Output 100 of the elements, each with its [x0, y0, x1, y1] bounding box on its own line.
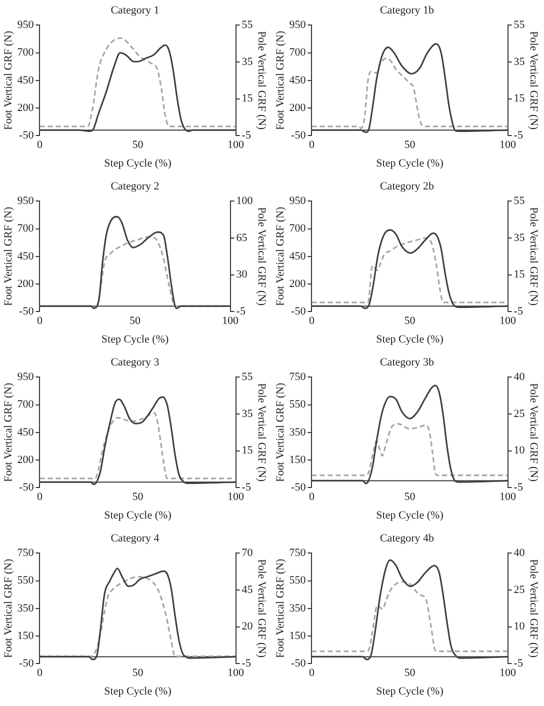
line-series [312, 43, 508, 134]
x-tick-label: 0 [36, 667, 43, 680]
y2-tick-label: -5 [242, 129, 252, 142]
y2-axis-title: Pole Vertical GRF (N) [528, 559, 540, 658]
x-tick-label: 0 [36, 491, 43, 504]
y-axis-title: Foot Vertical GRF (N) [2, 558, 14, 658]
y-tick-label: 550 [289, 398, 306, 411]
y2-tick-label: 35 [242, 408, 254, 420]
y2-axis-title: Pole Vertical GRF (N) [256, 207, 268, 306]
y-tick-label: 150 [17, 630, 34, 642]
chart-title: Category 1 [110, 4, 160, 16]
y2-axis-title: Pole Vertical GRF (N) [256, 31, 268, 130]
y-tick-label: -50 [19, 481, 34, 494]
y-tick-label: 450 [17, 250, 34, 262]
y-tick-label: -50 [19, 657, 34, 670]
x-tick-label: 0 [308, 667, 315, 680]
y-tick-label: 550 [17, 574, 34, 587]
y2-tick-label: 40 [514, 547, 526, 560]
y2-tick-label: -5 [242, 657, 252, 670]
x-axis-title: Step Cycle (%) [376, 157, 444, 170]
x-tick-label: 50 [404, 667, 416, 680]
line-series [312, 384, 508, 484]
x-tick-label: 100 [228, 491, 245, 504]
y-axis-title: Foot Vertical GRF (N) [274, 30, 286, 130]
y2-tick-label: 25 [514, 584, 526, 596]
line-series [312, 559, 508, 660]
x-tick-label: 50 [404, 315, 416, 328]
y-tick-label: 150 [289, 630, 306, 642]
y-tick-label: 700 [289, 46, 306, 59]
y2-tick-label: 20 [242, 620, 254, 633]
chart-title: Category 2 [110, 180, 160, 192]
y-tick-label: 700 [17, 222, 34, 235]
y-tick-label: 200 [289, 102, 306, 114]
y2-axis-title: Pole Vertical GRF (N) [256, 383, 268, 482]
y-tick-label: 200 [289, 278, 306, 290]
y2-tick-label: 10 [514, 620, 526, 633]
y2-tick-label: 15 [242, 92, 254, 105]
x-tick-label: 0 [308, 315, 315, 328]
y-tick-label: 200 [17, 278, 34, 290]
x-tick-label: 100 [500, 315, 517, 328]
y2-tick-label: 15 [242, 444, 254, 457]
y2-tick-label: 55 [514, 19, 526, 32]
y2-tick-label: -5 [514, 305, 524, 318]
y-tick-label: -50 [19, 129, 34, 142]
x-axis-title: Step Cycle (%) [376, 685, 444, 698]
y-tick-label: 450 [17, 426, 34, 438]
y-tick-label: 750 [17, 547, 34, 560]
y-tick-label: 950 [289, 19, 306, 32]
x-axis-title: Step Cycle (%) [376, 333, 444, 346]
x-axis-title: Step Cycle (%) [104, 685, 172, 698]
y2-tick-label: -5 [514, 481, 524, 494]
y-tick-label: 950 [17, 195, 34, 208]
x-axis-title: Step Cycle (%) [104, 509, 172, 522]
y-tick-label: -50 [291, 657, 306, 670]
line-series [312, 581, 508, 652]
y2-axis-title: Pole Vertical GRF (N) [528, 31, 540, 130]
y-tick-label: 700 [289, 222, 306, 235]
y-tick-label: -50 [291, 305, 306, 318]
x-tick-label: 50 [130, 315, 141, 328]
x-axis-title: Step Cycle (%) [376, 509, 444, 522]
y-tick-label: 700 [17, 46, 34, 59]
x-tick-label: 100 [222, 315, 240, 328]
y2-tick-label: 55 [242, 19, 254, 32]
y-tick-label: 150 [289, 454, 306, 466]
line-series [40, 412, 236, 480]
y-tick-label: 200 [17, 454, 34, 466]
x-tick-label: 100 [228, 667, 245, 680]
y2-tick-label: 55 [242, 371, 254, 384]
y-axis-title: Foot Vertical GRF (N) [2, 206, 14, 306]
y-tick-label: 450 [289, 250, 306, 262]
y2-tick-label: -5 [514, 129, 524, 142]
chart-title: Category 3b [380, 356, 435, 368]
y2-tick-label: 25 [514, 408, 526, 420]
y-tick-label: 750 [289, 547, 306, 560]
y-tick-label: 450 [289, 74, 306, 86]
y-tick-label: -50 [19, 305, 34, 318]
y-axis-title: Foot Vertical GRF (N) [274, 558, 286, 658]
y2-tick-label: -5 [236, 305, 246, 318]
y-tick-label: 950 [17, 19, 34, 32]
y-tick-label: 550 [289, 574, 306, 587]
y2-axis-title: Pole Vertical GRF (N) [528, 207, 540, 306]
line-series [312, 58, 508, 130]
y-axis-title: Foot Vertical GRF (N) [2, 382, 14, 482]
y2-tick-label: 35 [514, 56, 526, 68]
y2-tick-label: -5 [514, 657, 524, 670]
chart-title: Category 4b [380, 532, 435, 544]
y2-tick-label: 65 [236, 232, 248, 244]
x-axis-title: Step Cycle (%) [104, 157, 172, 170]
chart-title: Category 3 [110, 356, 160, 368]
y-tick-label: 950 [289, 195, 306, 208]
y-axis-title: Foot Vertical GRF (N) [274, 206, 286, 306]
line-series [312, 423, 508, 476]
x-tick-label: 100 [500, 491, 517, 504]
x-tick-label: 100 [500, 139, 517, 152]
y2-tick-label: 100 [236, 195, 254, 208]
y-tick-label: -50 [291, 129, 306, 142]
y2-tick-label: 70 [242, 547, 254, 560]
y-tick-label: 200 [17, 102, 34, 114]
y2-tick-label: 35 [242, 56, 254, 68]
x-axis-title: Step Cycle (%) [101, 333, 169, 346]
